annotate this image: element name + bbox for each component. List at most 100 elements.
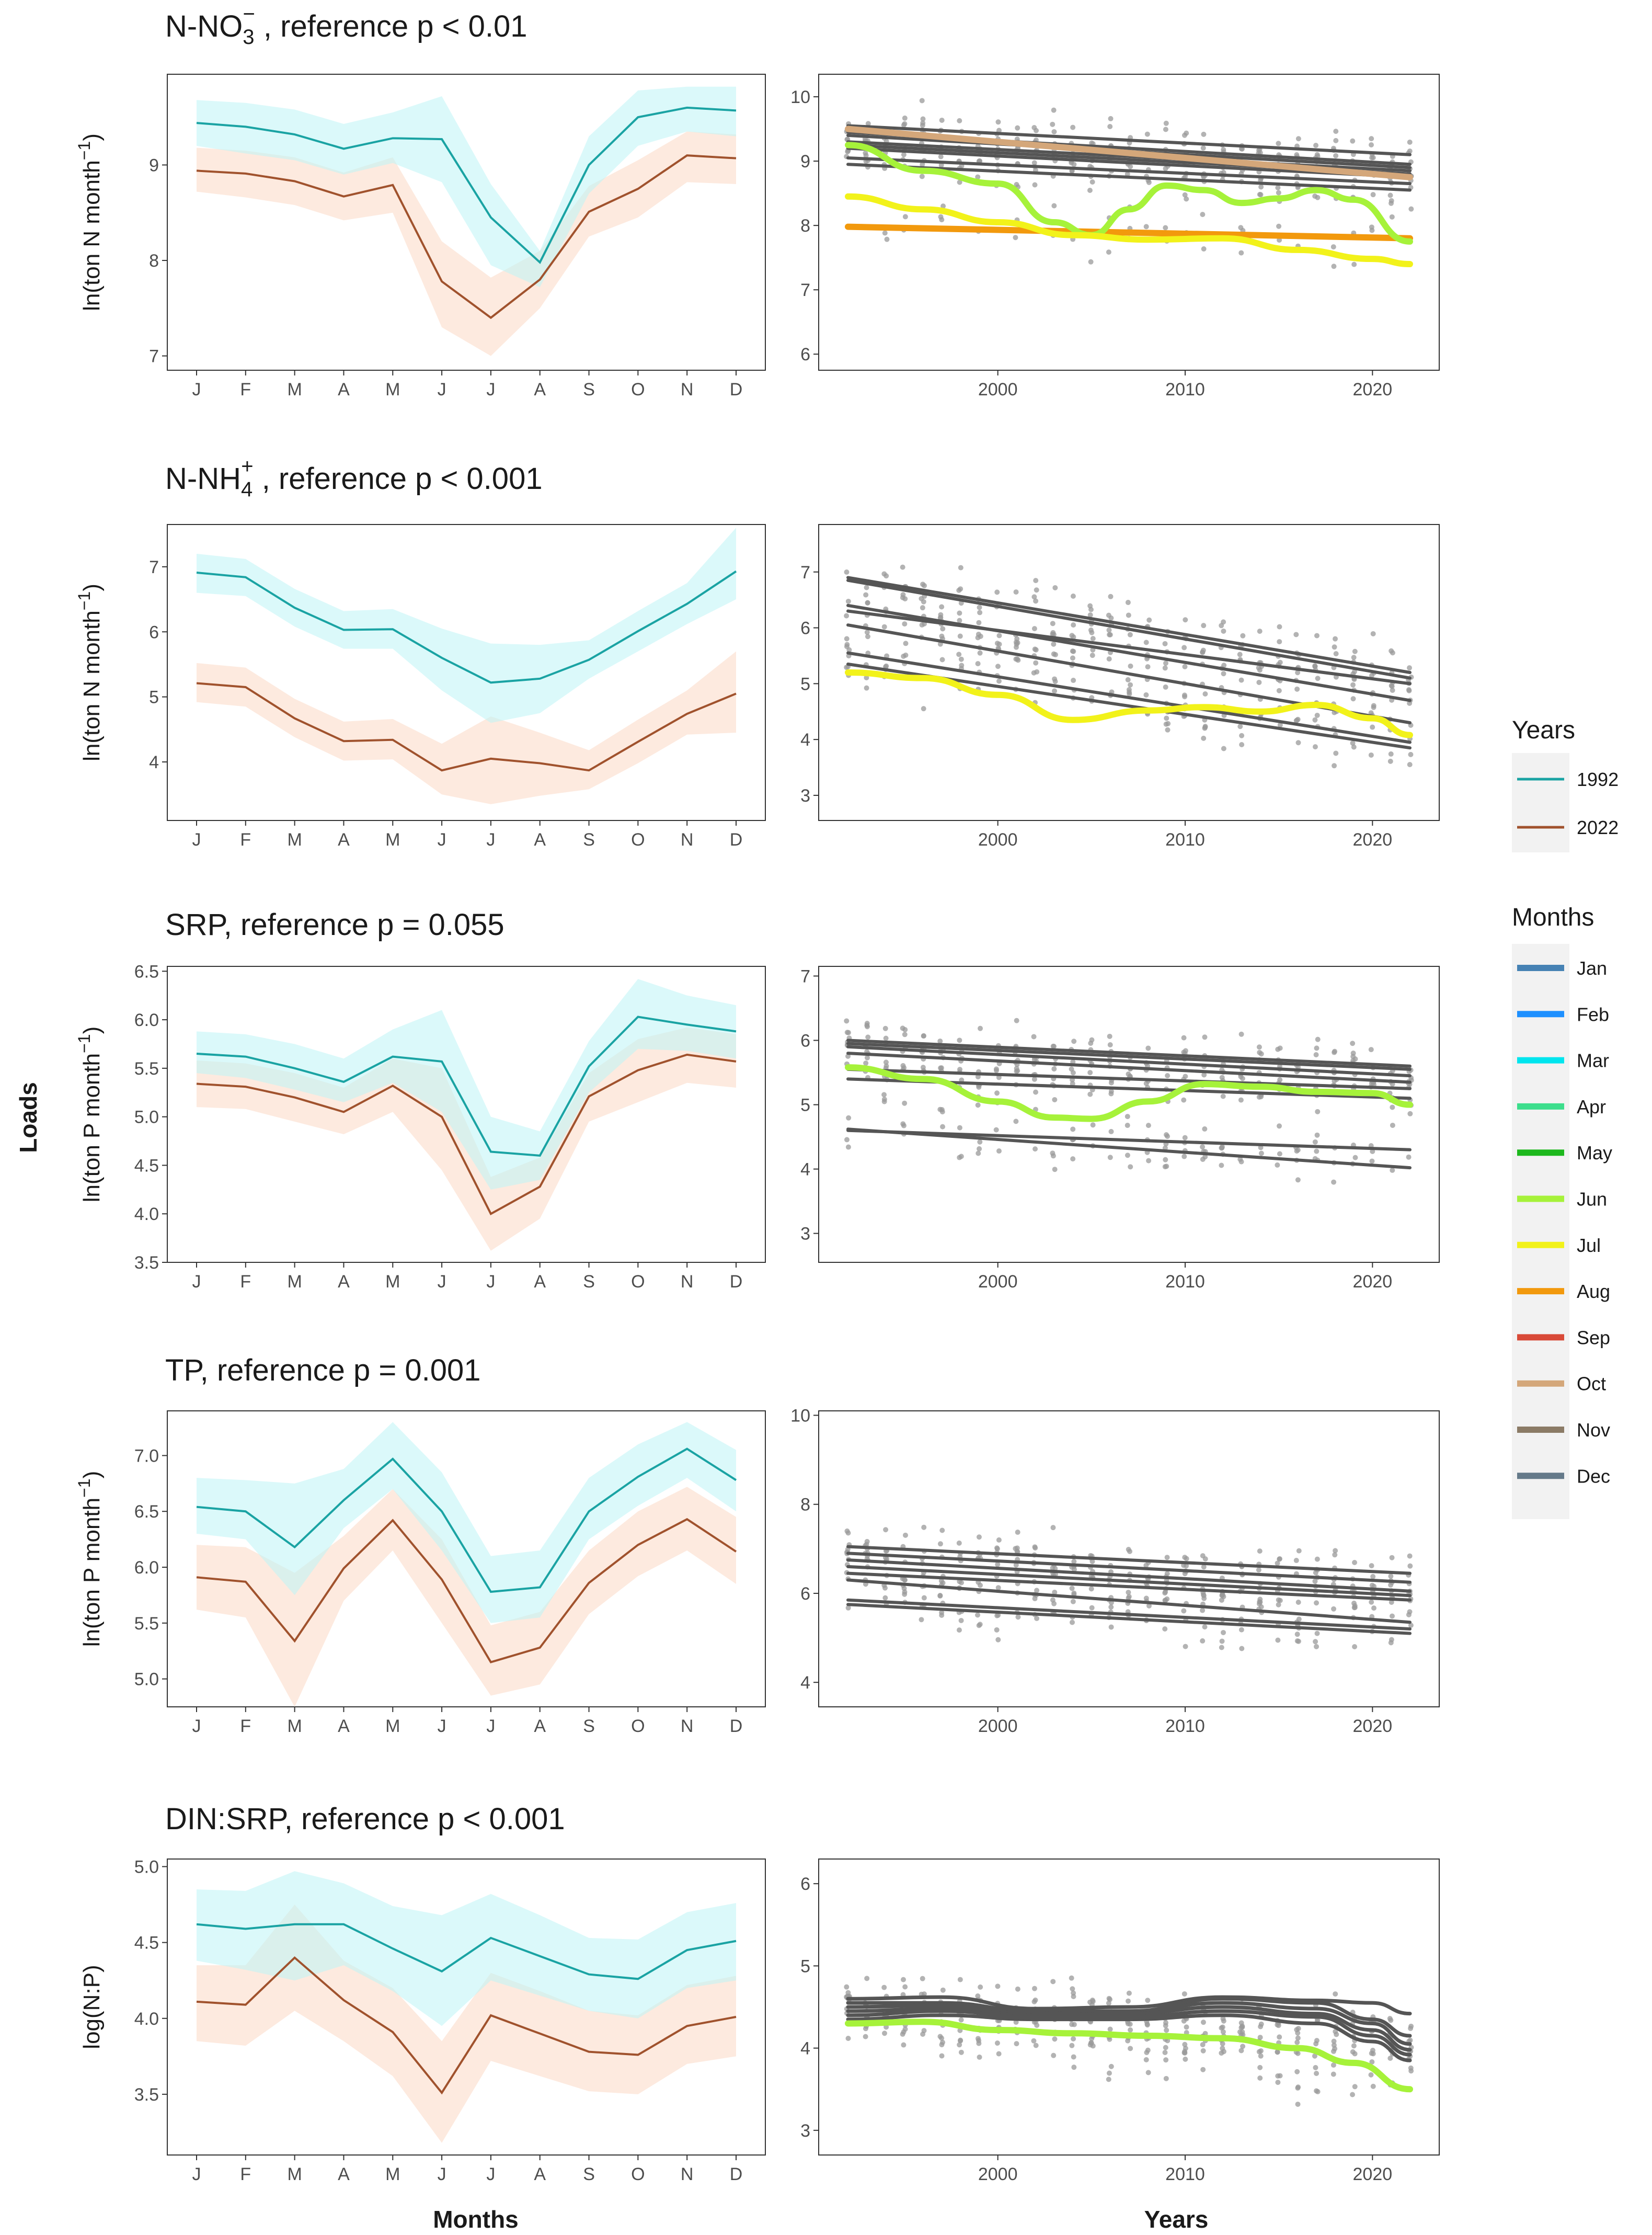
observation-point [902, 1591, 908, 1597]
observation-point [1050, 1597, 1056, 1603]
panel-title-main: N-NO [165, 9, 243, 43]
observation-point [1163, 2045, 1168, 2050]
observation-point [1032, 1545, 1038, 1551]
observation-point [900, 1977, 906, 1982]
observation-point [1034, 1588, 1040, 1593]
observation-point [1125, 600, 1131, 606]
observation-point [1238, 2020, 1244, 2026]
observation-point [1182, 2042, 1188, 2047]
observation-point [939, 2053, 945, 2059]
observation-point [1106, 2077, 1111, 2082]
observation-point [1108, 2063, 1114, 2069]
x-tick-label: O [631, 2164, 645, 2184]
observation-point [995, 119, 1001, 125]
observation-point [1277, 1123, 1282, 1129]
observation-point [1050, 630, 1056, 635]
observation-point [995, 664, 1001, 669]
observation-point [845, 1144, 851, 1150]
observation-point [864, 630, 870, 635]
x-tick-label: M [287, 1272, 302, 1292]
observation-point [1164, 1555, 1170, 1560]
seasonal-panel: 3.5 4.0 4.5 5.0 5.5 6.0 6.5 J F M A M J J A S O N Dln(ton … [75, 962, 766, 1292]
observation-point [1389, 683, 1395, 689]
trend-panel: 3 4 5 6 2000 2010 2020 [800, 1858, 1440, 2184]
observation-point [1144, 131, 1150, 137]
observation-point [1276, 141, 1281, 146]
observation-point [1407, 1553, 1413, 1559]
observation-point [1295, 136, 1301, 142]
observation-point [1032, 1596, 1038, 1602]
observation-point [1201, 1595, 1207, 1601]
observation-point [1015, 125, 1020, 131]
observation-point [1125, 1998, 1131, 2004]
observation-point [1332, 1048, 1338, 1054]
observation-point [957, 118, 962, 123]
observation-point [1352, 1559, 1358, 1565]
observation-point [937, 1541, 943, 1547]
y-axis-label: log(N:P) [79, 1965, 105, 2049]
observation-point [1182, 192, 1188, 198]
band-1992 [197, 1422, 736, 1623]
observation-point [958, 656, 964, 662]
observation-point [1332, 2046, 1338, 2051]
x-tick-label: J [192, 380, 201, 400]
observation-point [1181, 1154, 1187, 1159]
observation-point [1370, 1148, 1375, 1154]
observation-point [1202, 1034, 1208, 1040]
observation-point [1031, 670, 1037, 676]
observation-point [1295, 670, 1301, 676]
observation-point [1031, 594, 1037, 600]
trend-line-apr [846, 1052, 1412, 1084]
band-1992 [197, 86, 736, 288]
observation-point [940, 1124, 946, 1130]
y-tick-label: 6 [149, 622, 159, 642]
x-tick-label: A [338, 380, 350, 400]
observation-point [1351, 2043, 1357, 2049]
observation-point [919, 1617, 924, 1623]
observation-point [1126, 1990, 1132, 1996]
observation-point [1181, 645, 1187, 651]
observation-point [1238, 677, 1244, 683]
y-tick-label: 5 [800, 1956, 810, 1976]
panel-title: N-NH4+ , reference p < 0.001 [165, 455, 543, 501]
x-tick-label: 2000 [978, 1272, 1018, 1292]
observation-point [845, 598, 851, 604]
observation-point [1332, 763, 1337, 769]
trend-line-jan [846, 1545, 1412, 1575]
observation-point [1013, 1119, 1019, 1124]
observation-point [1312, 1578, 1318, 1584]
panel-title: TP, reference p = 0.001 [165, 1353, 481, 1387]
legend-months-keys-bg [1512, 944, 1569, 1519]
observation-point [1126, 1594, 1132, 1600]
y-axis-label-main: ln(ton N month [79, 610, 105, 761]
observation-point [1088, 1586, 1094, 1592]
observation-point [864, 1538, 870, 1544]
observation-point [902, 115, 908, 121]
observation-point [1033, 1089, 1039, 1095]
trend-panel: 6 7 8 9 10 2000 2010 2020 [790, 74, 1440, 400]
observation-point [1313, 2041, 1319, 2047]
observation-point [1145, 664, 1151, 670]
observation-point [846, 1115, 852, 1121]
x-tick-label: D [730, 1716, 743, 1736]
observation-point [996, 633, 1002, 638]
observation-point [1071, 2065, 1077, 2070]
observation-point [1333, 138, 1339, 143]
y-axis-label-main: log(N:P) [79, 1965, 105, 2049]
observation-point [1200, 1144, 1206, 1150]
observation-point [977, 650, 983, 656]
y-tick-label: 6 [800, 345, 810, 364]
observation-point [1050, 1153, 1056, 1159]
observation-point [1334, 2032, 1339, 2037]
observation-point [1071, 2036, 1076, 2042]
observation-point [1014, 1018, 1019, 1023]
x-tick-label: M [287, 2164, 302, 2184]
observation-point [1314, 1045, 1320, 1051]
observation-point [1350, 1041, 1356, 1046]
observation-point [1163, 660, 1168, 666]
x-tick-label: J [438, 1272, 446, 1292]
observation-point [1275, 1046, 1281, 1052]
y-tick-label: 3 [800, 786, 810, 806]
y-tick-label: 8 [800, 216, 810, 236]
observation-point [1014, 636, 1020, 642]
